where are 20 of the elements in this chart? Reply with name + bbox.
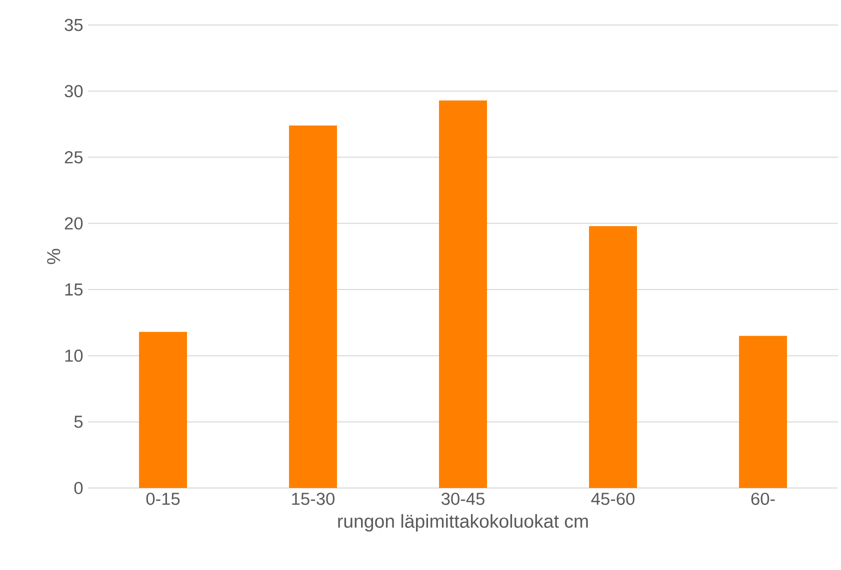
bar — [439, 100, 488, 488]
y-tick-label: 0 — [74, 482, 83, 494]
bar — [739, 336, 788, 488]
x-tick-label: 45-60 — [591, 492, 634, 505]
bar — [289, 126, 338, 488]
bar — [139, 332, 188, 488]
x-tick-label: 0-15 — [146, 492, 180, 505]
x-tick-label: 60- — [751, 492, 775, 505]
y-tick-label: 5 — [74, 416, 83, 428]
x-tick-label: 15-30 — [292, 492, 334, 505]
y-tick-label: 10 — [65, 350, 83, 362]
y-tick-label: 30 — [64, 84, 83, 98]
x-axis-title: rungon läpimittakokoluokat cm — [338, 514, 588, 532]
y-tick-label: 25 — [64, 151, 83, 164]
y-tick-label: 15 — [65, 284, 83, 296]
y-tick-label: 35 — [64, 18, 83, 32]
bar — [589, 226, 638, 488]
y-tick-label: 20 — [64, 217, 83, 230]
y-axis-title: % — [47, 248, 60, 264]
x-tick-label: 30-45 — [442, 492, 484, 505]
